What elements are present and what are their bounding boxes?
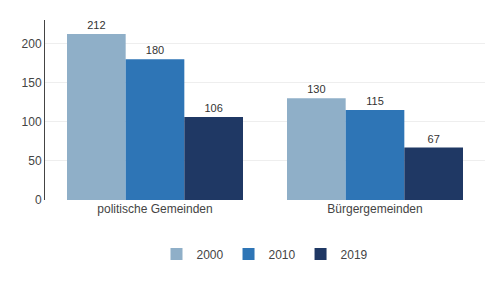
svg-text:115: 115 [366,95,384,107]
svg-text:politische Gemeinden: politische Gemeinden [97,202,212,216]
svg-text:2000: 2000 [197,248,224,262]
svg-text:0: 0 [35,193,42,207]
svg-text:212: 212 [87,19,105,31]
svg-text:106: 106 [204,102,222,114]
svg-text:100: 100 [22,115,42,129]
svg-text:130: 130 [307,83,325,95]
svg-text:150: 150 [22,76,42,90]
svg-text:Bürgergemeinden: Bürgergemeinden [327,202,422,216]
svg-text:50: 50 [28,154,42,168]
svg-text:2019: 2019 [341,248,368,262]
svg-text:67: 67 [428,133,440,145]
svg-text:200: 200 [22,37,42,51]
svg-text:2010: 2010 [269,248,296,262]
svg-text:180: 180 [146,44,164,56]
